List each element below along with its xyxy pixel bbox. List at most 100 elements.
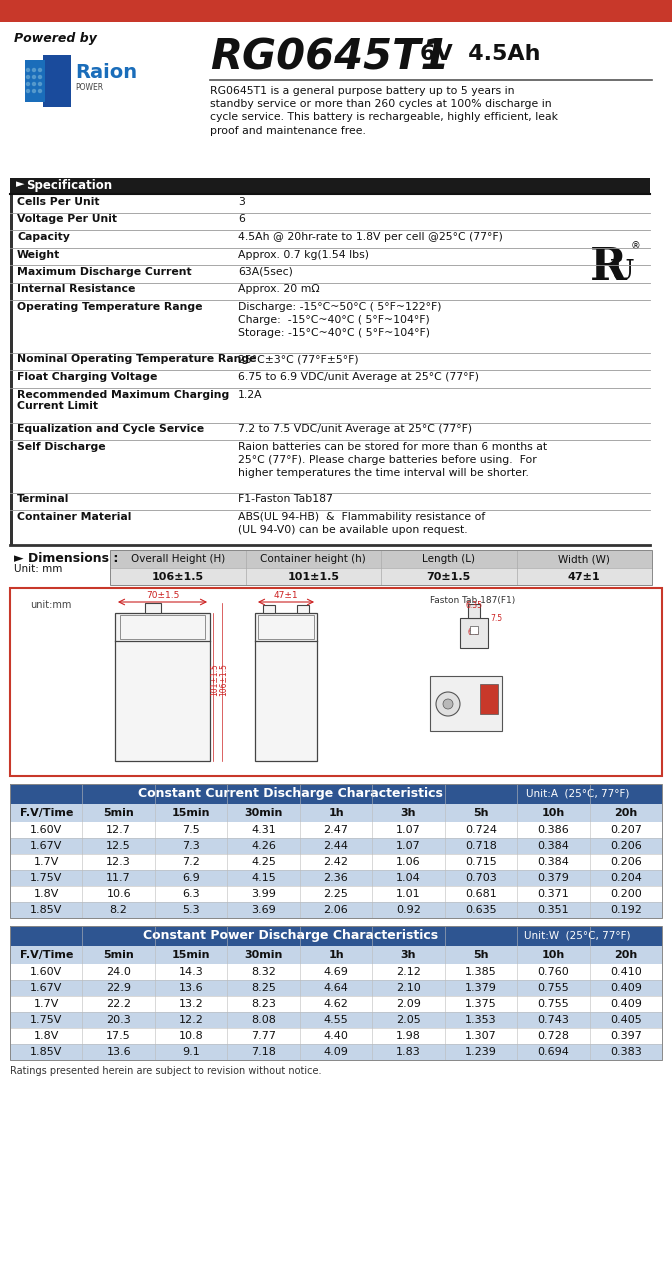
Bar xyxy=(10,283,650,300)
Text: 5h: 5h xyxy=(473,808,489,818)
Bar xyxy=(470,626,478,634)
Bar xyxy=(10,509,650,545)
Text: 4.5Ah @ 20hr-rate to 1.8V per cell @25°C (77°F): 4.5Ah @ 20hr-rate to 1.8V per cell @25°C… xyxy=(238,232,503,242)
Bar xyxy=(255,613,317,762)
Text: Unit:W  (25°C, 77°F): Unit:W (25°C, 77°F) xyxy=(524,931,630,941)
Text: POWER: POWER xyxy=(75,83,103,92)
Text: 4.40: 4.40 xyxy=(323,1030,349,1041)
Bar xyxy=(10,422,650,440)
Text: Length (L): Length (L) xyxy=(422,554,475,564)
Text: 7.5: 7.5 xyxy=(490,614,502,623)
Text: Unit:A  (25°C, 77°F): Unit:A (25°C, 77°F) xyxy=(526,788,629,799)
Text: 101±1.5: 101±1.5 xyxy=(210,663,220,696)
Text: 0.379: 0.379 xyxy=(538,873,569,883)
Bar xyxy=(10,212,13,230)
Text: 5min: 5min xyxy=(103,808,134,818)
Text: Width (W): Width (W) xyxy=(558,554,610,564)
Text: 2.10: 2.10 xyxy=(396,983,421,993)
Text: 0.703: 0.703 xyxy=(465,873,497,883)
Text: 106±1.5: 106±1.5 xyxy=(220,663,228,696)
Text: Raion batteries can be stored for more than 6 months at
25°C (77°F). Please char: Raion batteries can be stored for more t… xyxy=(238,442,547,479)
Text: R: R xyxy=(589,247,626,289)
Text: 0.92: 0.92 xyxy=(396,905,421,915)
Circle shape xyxy=(26,76,30,78)
Text: 25°C±3°C (77°F±5°F): 25°C±3°C (77°F±5°F) xyxy=(238,355,359,365)
Text: 12.2: 12.2 xyxy=(179,1015,204,1025)
Bar xyxy=(297,605,309,613)
Text: 20h: 20h xyxy=(614,950,638,960)
Text: 30min: 30min xyxy=(245,950,283,960)
Text: 63A(5sec): 63A(5sec) xyxy=(238,268,293,276)
Circle shape xyxy=(38,69,42,72)
Text: ► Dimensions :: ► Dimensions : xyxy=(14,552,118,564)
Bar xyxy=(10,822,662,838)
Bar xyxy=(10,247,13,265)
Bar xyxy=(258,614,314,639)
Text: 8.08: 8.08 xyxy=(251,1015,276,1025)
Bar xyxy=(10,388,650,422)
Text: 0.405: 0.405 xyxy=(610,1015,642,1025)
Text: Constant Current Discharge Characteristics: Constant Current Discharge Characteristi… xyxy=(138,787,443,800)
Text: 12.3: 12.3 xyxy=(106,858,131,867)
Text: 2.12: 2.12 xyxy=(396,966,421,977)
Bar xyxy=(10,212,650,230)
Text: 4.26: 4.26 xyxy=(251,841,276,851)
Text: 47±1: 47±1 xyxy=(568,571,601,581)
Text: Approx. 0.7 kg(1.54 lbs): Approx. 0.7 kg(1.54 lbs) xyxy=(238,250,369,260)
Text: 4.31: 4.31 xyxy=(251,826,276,835)
Text: 0.206: 0.206 xyxy=(610,841,642,851)
Bar xyxy=(10,902,662,918)
Circle shape xyxy=(32,82,36,86)
Bar xyxy=(10,1028,662,1044)
Bar xyxy=(10,925,662,1060)
Text: 0.409: 0.409 xyxy=(610,983,642,993)
Text: 8.2: 8.2 xyxy=(110,905,128,915)
Text: 0.635: 0.635 xyxy=(465,905,497,915)
Text: 6: 6 xyxy=(238,215,245,224)
Bar xyxy=(110,550,652,585)
Bar xyxy=(10,422,13,440)
Bar xyxy=(10,247,650,265)
Text: F.V/Time: F.V/Time xyxy=(19,950,73,960)
Text: 4.64: 4.64 xyxy=(323,983,349,993)
Bar xyxy=(25,93,45,102)
Text: 6.9: 6.9 xyxy=(182,873,200,883)
Circle shape xyxy=(26,69,30,72)
Bar xyxy=(10,838,662,854)
Text: 12.7: 12.7 xyxy=(106,826,131,835)
Bar xyxy=(10,964,662,980)
Text: 20h: 20h xyxy=(614,808,638,818)
Text: 0.718: 0.718 xyxy=(465,841,497,851)
Bar xyxy=(10,925,662,946)
Text: 6.3: 6.3 xyxy=(182,890,200,899)
Text: 4.25: 4.25 xyxy=(251,858,276,867)
Text: 1.85V: 1.85V xyxy=(30,905,62,915)
Text: 0.409: 0.409 xyxy=(610,998,642,1009)
Text: 11.7: 11.7 xyxy=(106,873,131,883)
Circle shape xyxy=(38,76,42,78)
Bar xyxy=(10,588,662,776)
Text: Nominal Operating Temperature Range: Nominal Operating Temperature Range xyxy=(17,355,257,365)
Text: 6.35: 6.35 xyxy=(466,602,482,611)
Circle shape xyxy=(436,692,460,716)
Text: 0.383: 0.383 xyxy=(610,1047,642,1057)
Text: 15min: 15min xyxy=(172,950,210,960)
Text: Voltage Per Unit: Voltage Per Unit xyxy=(17,215,117,224)
Bar xyxy=(10,783,662,804)
Text: 0.206: 0.206 xyxy=(610,858,642,867)
Text: 0.384: 0.384 xyxy=(538,841,569,851)
Text: 6.5: 6.5 xyxy=(468,628,480,637)
Text: unit:mm: unit:mm xyxy=(30,600,71,611)
Text: Raion: Raion xyxy=(75,63,137,82)
Text: Cells Per Unit: Cells Per Unit xyxy=(17,197,99,207)
Bar xyxy=(10,1012,662,1028)
Text: Powered by: Powered by xyxy=(14,32,97,45)
Text: 1.07: 1.07 xyxy=(396,826,421,835)
Text: 0.410: 0.410 xyxy=(610,966,642,977)
Text: 7.18: 7.18 xyxy=(251,1047,276,1057)
Text: 1.60V: 1.60V xyxy=(30,826,62,835)
Text: Operating Temperature Range: Operating Temperature Range xyxy=(17,302,202,312)
Text: 24.0: 24.0 xyxy=(106,966,131,977)
Text: Self Discharge: Self Discharge xyxy=(17,442,106,452)
Text: 2.44: 2.44 xyxy=(323,841,349,851)
